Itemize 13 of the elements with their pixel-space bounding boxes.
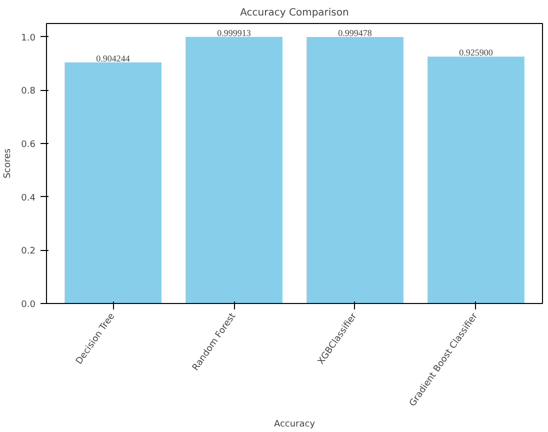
data-label: 0.904244 <box>96 53 130 64</box>
y-tick-label: 0.4 <box>21 193 36 204</box>
x-axis-title: Accuracy <box>274 419 316 430</box>
data-label: 0.925900 <box>459 48 494 58</box>
y-tick-label: 0.0 <box>21 300 36 310</box>
chart-title: Accuracy Comparison <box>240 8 349 18</box>
y-tick-label: 0.6 <box>21 140 36 150</box>
y-axis-title: Scores <box>3 148 14 178</box>
y-tick-label: 1.0 <box>21 33 36 44</box>
y-tick-label: 0.8 <box>21 86 36 97</box>
data-label: 0.999478 <box>338 28 372 38</box>
y-tick-label: 0.2 <box>21 246 36 257</box>
data-label: 0.999913 <box>217 28 252 38</box>
